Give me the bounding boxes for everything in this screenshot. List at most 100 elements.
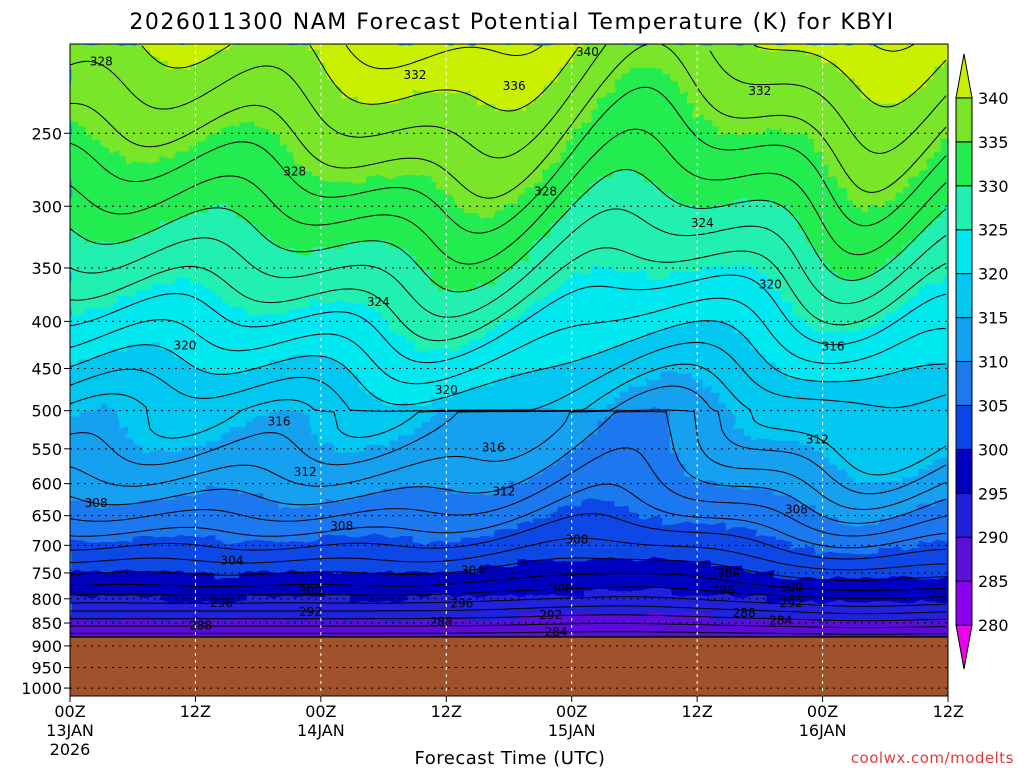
temperature-cell xyxy=(150,188,159,195)
temperature-cell xyxy=(262,374,271,381)
temperature-cell xyxy=(94,260,103,267)
temperature-cell xyxy=(270,92,279,99)
temperature-cell xyxy=(302,464,311,471)
temperature-cell xyxy=(94,92,103,99)
temperature-cell xyxy=(158,350,167,357)
temperature-cell xyxy=(310,320,319,327)
temperature-cell xyxy=(94,182,103,189)
temperature-cell xyxy=(430,452,439,459)
temperature-cell xyxy=(246,134,255,141)
temperature-cell xyxy=(406,104,415,111)
temperature-cell xyxy=(102,560,111,567)
temperature-cell xyxy=(86,140,95,147)
temperature-cell xyxy=(198,338,207,345)
temperature-cell xyxy=(78,428,87,435)
temperature-cell xyxy=(294,404,303,411)
temperature-cell xyxy=(102,380,111,387)
temperature-cell xyxy=(190,122,199,129)
temperature-cell xyxy=(238,62,247,69)
temperature-cell xyxy=(238,242,247,249)
temperature-cell xyxy=(150,266,159,273)
temperature-cell xyxy=(78,518,87,525)
temperature-cell xyxy=(358,320,367,327)
temperature-cell xyxy=(334,386,343,393)
temperature-cell xyxy=(198,380,207,387)
temperature-cell xyxy=(70,152,79,159)
temperature-cell xyxy=(430,392,439,399)
temperature-cell xyxy=(182,134,191,141)
temperature-cell xyxy=(158,374,167,381)
temperature-cell xyxy=(70,602,79,609)
temperature-cell xyxy=(110,602,119,609)
temperature-cell xyxy=(206,230,215,237)
temperature-cell xyxy=(246,434,255,441)
temperature-cell xyxy=(246,272,255,279)
temperature-cell xyxy=(398,506,407,513)
temperature-cell xyxy=(110,170,119,177)
temperature-cell xyxy=(150,458,159,465)
temperature-cell xyxy=(150,212,159,219)
temperature-cell xyxy=(358,158,367,165)
temperature-cell xyxy=(78,332,87,339)
temperature-cell xyxy=(166,536,175,543)
temperature-cell xyxy=(310,560,319,567)
temperature-cell xyxy=(118,242,127,249)
temperature-cell xyxy=(374,62,383,69)
temperature-cell xyxy=(358,344,367,351)
temperature-cell xyxy=(222,284,231,291)
temperature-cell xyxy=(374,200,383,207)
temperature-cell xyxy=(414,146,423,153)
temperature-cell xyxy=(182,122,191,129)
temperature-cell xyxy=(398,554,407,561)
temperature-cell xyxy=(150,410,159,417)
temperature-cell xyxy=(222,350,231,357)
temperature-cell xyxy=(382,566,391,573)
temperature-cell xyxy=(118,110,127,117)
temperature-cell xyxy=(142,320,151,327)
temperature-cell xyxy=(134,488,143,495)
temperature-cell xyxy=(278,362,287,369)
temperature-cell xyxy=(390,332,399,339)
temperature-cell xyxy=(182,440,191,447)
temperature-cell xyxy=(350,290,359,297)
temperature-cell xyxy=(318,482,327,489)
temperature-cell xyxy=(406,416,415,423)
temperature-cell xyxy=(398,548,407,555)
temperature-cell xyxy=(262,62,271,69)
temperature-cell xyxy=(430,116,439,123)
temperature-cell xyxy=(214,362,223,369)
temperature-cell xyxy=(86,350,95,357)
temperature-cell xyxy=(278,410,287,417)
temperature-cell xyxy=(254,278,263,285)
temperature-cell xyxy=(118,452,127,459)
temperature-cell xyxy=(350,50,359,57)
temperature-cell xyxy=(382,458,391,465)
temperature-cell xyxy=(110,524,119,531)
temperature-cell xyxy=(342,236,351,243)
temperature-cell xyxy=(230,392,239,399)
temperature-cell xyxy=(422,590,431,597)
temperature-cell xyxy=(390,254,399,261)
temperature-cell xyxy=(190,50,199,57)
temperature-cell xyxy=(222,470,231,477)
temperature-cell xyxy=(350,272,359,279)
temperature-cell xyxy=(326,278,335,285)
temperature-cell xyxy=(254,548,263,555)
temperature-cell xyxy=(182,602,191,609)
temperature-cell xyxy=(86,440,95,447)
temperature-cell xyxy=(78,74,87,81)
temperature-cell xyxy=(142,506,151,513)
temperature-cell xyxy=(350,206,359,213)
temperature-cell xyxy=(238,80,247,87)
temperature-cell xyxy=(294,470,303,477)
temperature-cell xyxy=(430,464,439,471)
temperature-cell xyxy=(78,230,87,237)
temperature-cell xyxy=(318,362,327,369)
temperature-cell xyxy=(134,146,143,153)
temperature-cell xyxy=(206,134,215,141)
temperature-cell xyxy=(422,134,431,141)
temperature-cell xyxy=(198,530,207,537)
temperature-cell xyxy=(238,158,247,165)
temperature-cell xyxy=(150,596,159,603)
temperature-cell xyxy=(270,278,279,285)
